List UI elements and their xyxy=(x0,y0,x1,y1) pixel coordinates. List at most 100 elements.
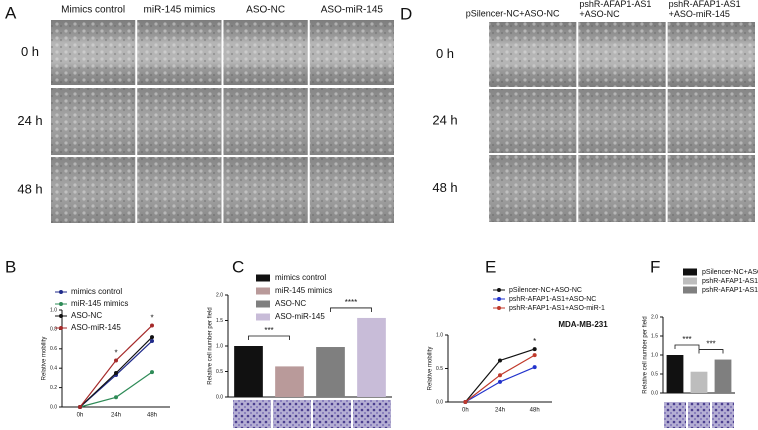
column-header: ASO-miR-145 xyxy=(321,5,384,16)
micrograph-texture xyxy=(578,89,666,153)
column-header: miR-145 mimics xyxy=(144,5,216,16)
significance-bracket xyxy=(248,335,290,340)
bar xyxy=(316,347,345,397)
bar xyxy=(666,355,684,393)
legend-swatch xyxy=(683,268,697,276)
micrograph-texture xyxy=(137,20,222,85)
micrograph-texture xyxy=(223,20,308,85)
significance: * xyxy=(114,349,117,358)
y-tick-label: 1.5 xyxy=(651,333,658,339)
x-tick-label: 24h xyxy=(495,408,505,414)
x-tick-label: 24h xyxy=(111,413,121,419)
panel-letter: F xyxy=(650,257,660,276)
x-tick-label: 48h xyxy=(530,408,540,414)
row-label: 48 h xyxy=(432,180,457,195)
series-line xyxy=(79,371,153,408)
x-tick-label: 0h xyxy=(77,413,84,419)
legend-swatch xyxy=(683,286,697,294)
stain-image xyxy=(712,402,734,428)
point xyxy=(532,365,537,370)
row-label: 0 h xyxy=(21,44,39,59)
legend-label: miR-145 mimics xyxy=(275,286,332,295)
series-line xyxy=(79,325,153,408)
content: A Mimics control miR-145 mimics ASO-NC ASO-m… xyxy=(5,0,758,428)
y-tick-label: 0.5 xyxy=(651,371,658,377)
legend-label: pshR-AFAP1-AS1+ASO-miR-1 xyxy=(702,287,758,294)
legend-swatch xyxy=(683,277,697,285)
stain-image xyxy=(273,400,311,428)
y-tick-label: 1.0 xyxy=(50,307,57,313)
micrograph-texture xyxy=(309,20,394,85)
point xyxy=(150,323,154,328)
micrograph-texture xyxy=(578,22,666,87)
micrograph-texture xyxy=(667,89,755,153)
significance-bracket xyxy=(674,344,700,349)
y-tick-label: 0.0 xyxy=(50,404,57,410)
significance-bracket xyxy=(330,307,372,312)
series-line xyxy=(465,366,535,403)
y-tick-label: 2.0 xyxy=(216,292,223,298)
y-tick-label: 0.5 xyxy=(216,369,223,375)
micrograph-texture xyxy=(489,22,577,87)
legend-swatch xyxy=(256,287,270,295)
legend-marker xyxy=(497,288,501,292)
y-tick-label: 1.0 xyxy=(216,343,223,349)
point xyxy=(532,347,537,352)
legend-label: pshR-AFAP1-AS1+ASO-NC xyxy=(702,278,758,285)
micrograph-texture xyxy=(667,155,755,222)
micrograph-texture xyxy=(578,155,666,222)
y-tick-label: 0.8 xyxy=(50,327,57,333)
y-tick-label: 1.0 xyxy=(436,332,443,338)
point xyxy=(498,358,502,363)
panel-letter: D xyxy=(400,4,412,23)
micrograph-texture xyxy=(667,22,755,87)
bar xyxy=(714,359,732,393)
y-tick-label: 0.0 xyxy=(436,399,443,405)
point xyxy=(498,379,502,384)
micrograph-texture xyxy=(223,157,308,223)
significance: * xyxy=(533,337,536,346)
legend-swatch xyxy=(256,274,270,282)
legend-label: miR-145 mimics xyxy=(71,299,128,308)
significance: * xyxy=(150,314,153,323)
point xyxy=(78,405,82,409)
stain-image xyxy=(233,400,271,428)
panel-letter: B xyxy=(5,257,16,276)
x-tick-label: 48h xyxy=(147,413,157,419)
micrograph-texture xyxy=(137,157,222,223)
bar xyxy=(275,366,304,397)
legend-label: mimics control xyxy=(71,287,122,296)
point xyxy=(114,395,118,400)
point xyxy=(463,400,468,404)
micrograph-texture xyxy=(309,88,394,155)
y-tick-label: 1.0 xyxy=(651,352,658,358)
row-label: 24 h xyxy=(17,113,42,128)
legend-label: ASO-miR-145 xyxy=(71,323,121,332)
legend-label: ASO-miR-145 xyxy=(275,312,325,321)
y-tick-label: 0.5 xyxy=(436,366,443,372)
y-axis-label: Relative mobility xyxy=(428,347,434,391)
column-header: pSilencer-NC+ASO-NC xyxy=(466,8,560,18)
column-header: pshR-AFAP1-AS1 +ASO-NC xyxy=(579,0,651,19)
point xyxy=(532,353,537,358)
column-header: pshR-AFAP1-AS1 +ASO-miR-145 xyxy=(669,0,741,19)
bar xyxy=(690,371,708,393)
stain-image xyxy=(664,402,686,428)
y-tick-label: 2.0 xyxy=(651,314,658,320)
legend-marker xyxy=(497,297,501,301)
micrograph-texture xyxy=(51,157,136,223)
legend-marker xyxy=(59,302,63,306)
micrograph-texture xyxy=(489,155,577,222)
legend-label: mimics control xyxy=(275,273,326,282)
y-axis-label: Relative mobility xyxy=(42,337,48,381)
legend-swatch xyxy=(256,300,270,308)
point xyxy=(114,371,118,376)
micrograph-texture xyxy=(51,20,136,85)
row-label: 24 h xyxy=(432,112,457,127)
y-tick-label: 0.6 xyxy=(50,346,57,352)
point xyxy=(498,373,502,378)
micrograph-texture xyxy=(51,88,136,155)
legend-label: pSilencer-NC+ASO-NC xyxy=(702,269,758,276)
legend-label: pshR-AFAP1-AS1+ASO-NC xyxy=(509,296,596,303)
